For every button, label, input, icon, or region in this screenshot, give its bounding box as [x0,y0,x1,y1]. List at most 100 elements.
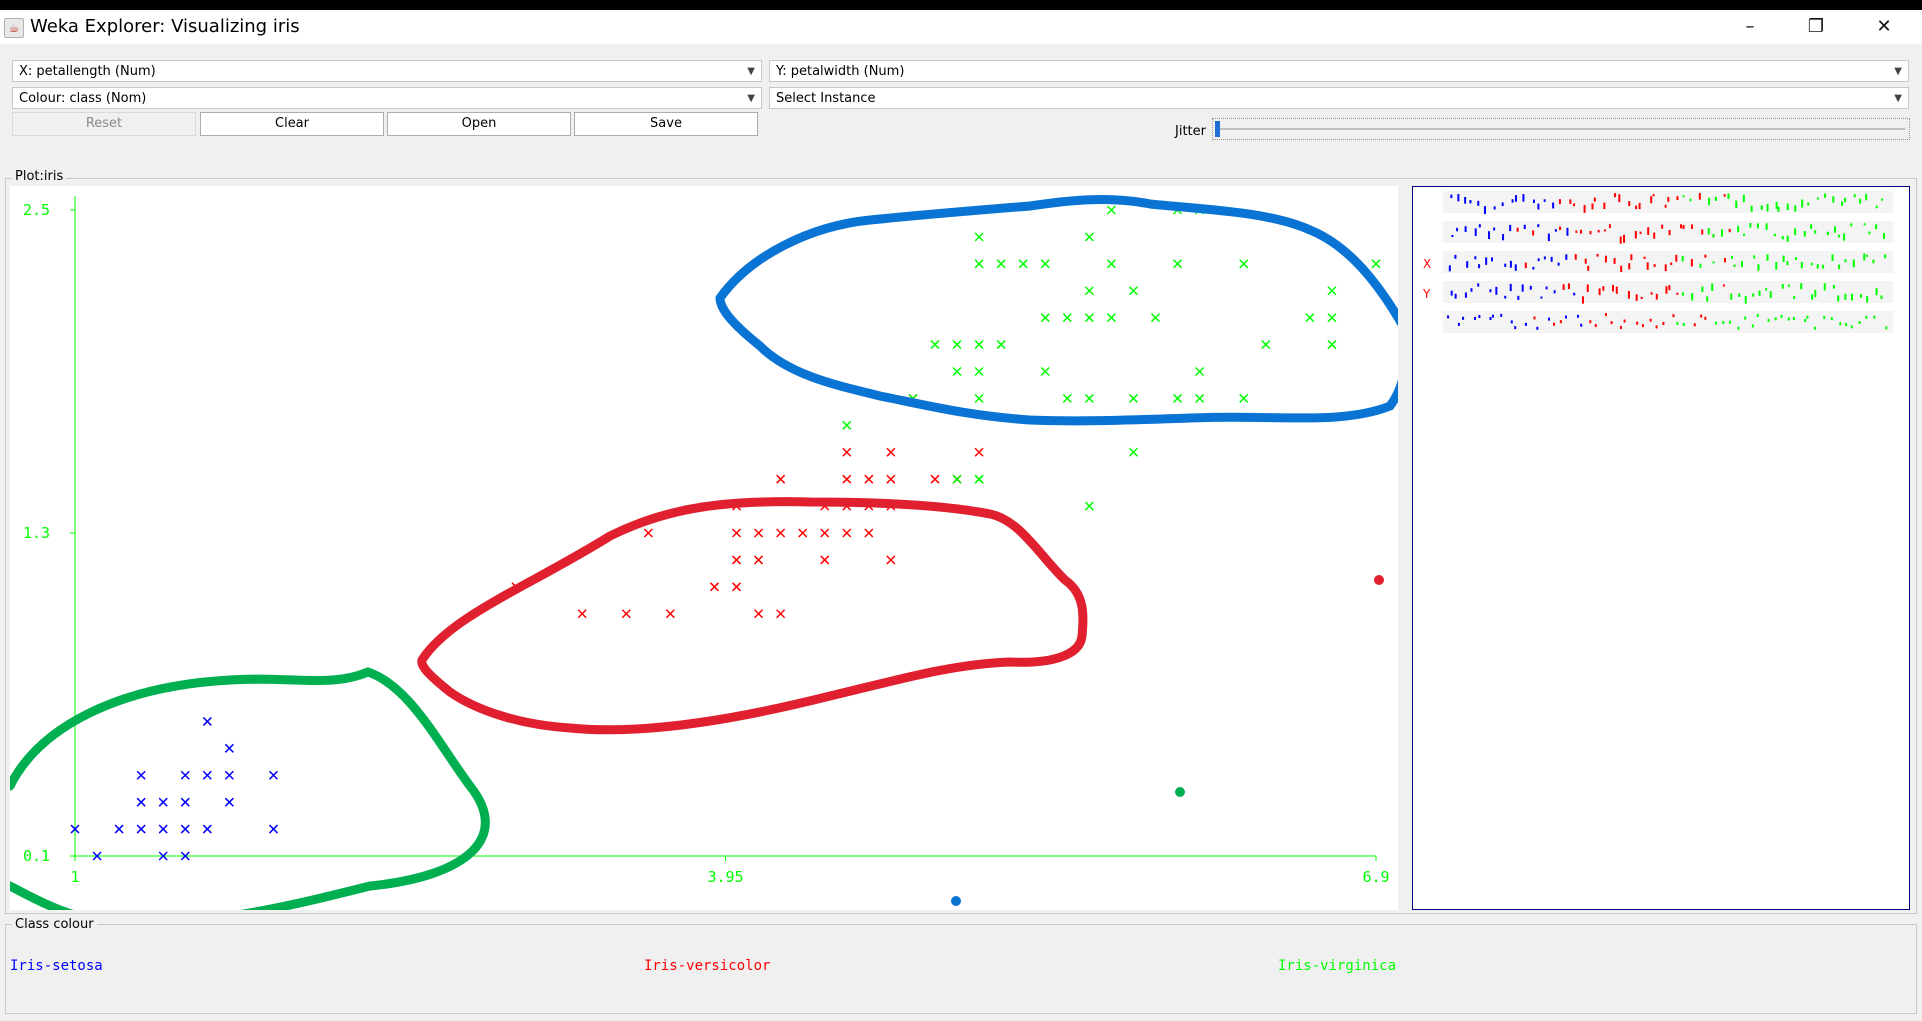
data-point-iris-virginica[interactable] [1327,286,1337,296]
data-point-iris-virginica[interactable] [1084,313,1094,323]
data-point-iris-virginica[interactable] [1128,393,1138,403]
scatter-plot[interactable]: 1 3.95 6.9 2.5 1.3 0.1 [10,186,1398,910]
data-point-iris-virginica[interactable] [1062,313,1072,323]
data-point-iris-virginica[interactable] [1195,393,1205,403]
data-point-iris-setosa[interactable] [268,770,278,780]
data-point-iris-virginica[interactable] [1239,393,1249,403]
data-point-iris-setosa[interactable] [202,824,212,834]
jitter-slider[interactable] [1212,118,1910,140]
data-point-iris-virginica[interactable] [974,259,984,269]
data-point-iris-versicolor[interactable] [974,447,984,457]
data-point-iris-setosa[interactable] [158,851,168,861]
data-point-iris-versicolor[interactable] [731,528,742,538]
y-axis-select[interactable]: Y: petalwidth (Num) ▼ [769,60,1909,82]
data-point-iris-versicolor[interactable] [643,528,653,538]
clear-button[interactable]: Clear [200,112,384,136]
data-point-iris-versicolor[interactable] [776,609,786,619]
data-point-iris-virginica[interactable] [1327,313,1337,323]
data-point-iris-virginica[interactable] [842,420,852,430]
data-point-iris-setosa[interactable] [202,716,212,726]
data-point-iris-virginica[interactable] [974,474,984,484]
data-point-iris-versicolor[interactable] [754,528,764,538]
jitter-slider-thumb[interactable] [1215,121,1220,137]
data-point-iris-virginica[interactable] [1084,393,1094,403]
data-point-iris-virginica[interactable] [1327,340,1337,350]
data-point-iris-virginica[interactable] [1173,393,1183,403]
data-point-iris-versicolor[interactable] [886,447,896,457]
data-point-iris-virginica[interactable] [1239,259,1249,269]
data-point-iris-versicolor[interactable] [621,609,631,619]
data-point-iris-versicolor[interactable] [842,474,852,484]
data-point-iris-virginica[interactable] [1062,393,1072,403]
legend-iris-virginica[interactable]: Iris-virginica [1278,958,1397,974]
data-point-iris-virginica[interactable] [1084,501,1094,511]
data-point-iris-virginica[interactable] [1173,259,1183,269]
data-point-iris-virginica[interactable] [1150,313,1161,323]
data-point-iris-setosa[interactable] [180,851,190,861]
data-point-iris-virginica[interactable] [1040,313,1050,323]
data-point-iris-virginica[interactable] [1106,259,1116,269]
attribute-strip[interactable] [1443,191,1893,213]
data-point-iris-virginica[interactable] [1371,259,1381,269]
data-point-iris-setosa[interactable] [158,824,168,834]
data-point-iris-setosa[interactable] [136,824,146,834]
data-point-iris-setosa[interactable] [136,770,146,780]
x-axis-select[interactable]: X: petallength (Num) ▼ [12,60,762,82]
colour-select[interactable]: Colour: class (Nom) ▼ [12,87,762,109]
legend-iris-setosa[interactable]: Iris-setosa [10,958,103,974]
data-point-iris-setosa[interactable] [180,770,190,780]
minimize-button[interactable]: – [1745,16,1755,37]
legend-iris-versicolor[interactable]: Iris-versicolor [644,958,771,974]
data-point-iris-virginica[interactable] [930,340,940,350]
close-button[interactable]: ✕ [1876,16,1892,37]
data-point-iris-versicolor[interactable] [864,474,874,484]
data-point-iris-virginica[interactable] [1084,232,1094,242]
data-point-iris-virginica[interactable] [1128,447,1138,457]
data-point-iris-setosa[interactable] [114,824,124,834]
reset-button[interactable]: Reset [12,112,196,136]
data-point-iris-virginica[interactable] [974,340,984,350]
attribute-strip[interactable] [1443,281,1893,303]
data-point-iris-versicolor[interactable] [798,528,808,538]
data-point-iris-virginica[interactable] [952,340,962,350]
data-point-iris-virginica[interactable] [1128,286,1138,296]
data-point-iris-setosa[interactable] [92,851,102,861]
data-point-iris-virginica[interactable] [974,232,984,242]
data-point-iris-versicolor[interactable] [665,609,675,619]
attribute-strip[interactable] [1443,221,1893,243]
data-point-iris-versicolor[interactable] [754,609,764,619]
data-point-iris-versicolor[interactable] [820,528,830,538]
data-point-iris-virginica[interactable] [996,340,1006,350]
save-button[interactable]: Save [574,112,758,136]
data-point-iris-virginica[interactable] [974,366,984,377]
data-point-iris-setosa[interactable] [158,797,168,807]
data-point-iris-setosa[interactable] [136,797,146,807]
data-point-iris-virginica[interactable] [1084,286,1094,296]
data-point-iris-virginica[interactable] [952,474,962,484]
data-point-iris-setosa[interactable] [224,797,234,807]
data-point-iris-virginica[interactable] [1018,259,1028,269]
attribute-strip[interactable] [1443,311,1893,333]
data-point-iris-versicolor[interactable] [930,474,940,484]
data-point-iris-versicolor[interactable] [731,555,742,565]
data-point-iris-setosa[interactable] [180,797,190,807]
data-point-iris-virginica[interactable] [974,393,984,403]
open-button[interactable]: Open [387,112,571,136]
data-point-iris-virginica[interactable] [1106,313,1116,323]
data-point-iris-setosa[interactable] [268,824,278,834]
data-point-iris-virginica[interactable] [1040,259,1050,269]
restore-button[interactable]: ❐ [1807,16,1825,37]
data-point-iris-versicolor[interactable] [731,582,742,592]
attribute-strip[interactable] [1443,251,1893,273]
data-point-iris-versicolor[interactable] [842,528,852,538]
data-point-iris-versicolor[interactable] [886,555,896,565]
data-point-iris-virginica[interactable] [952,366,962,377]
data-point-iris-versicolor[interactable] [820,555,830,565]
data-point-iris-setosa[interactable] [202,770,212,780]
data-point-iris-versicolor[interactable] [842,447,852,457]
data-point-iris-virginica[interactable] [1261,340,1271,350]
data-point-iris-versicolor[interactable] [776,528,786,538]
data-point-iris-virginica[interactable] [996,259,1006,269]
data-point-iris-virginica[interactable] [1305,313,1315,323]
